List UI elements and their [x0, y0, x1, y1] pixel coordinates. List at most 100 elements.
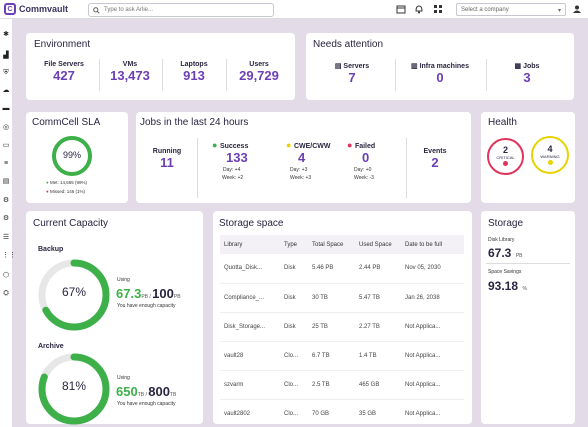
bell-icon[interactable] — [414, 4, 424, 14]
disk-library-stat[interactable]: 67.3 PB — [488, 244, 522, 262]
cell-library[interactable]: Quotta_Disk... — [220, 254, 280, 284]
sidebar-monitor-icon[interactable]: ◎ — [2, 124, 10, 131]
divider — [226, 59, 227, 91]
week-change: Week: -3 — [354, 175, 374, 181]
storage-card: Storage Disk Library 67.3 PB Space Savin… — [481, 211, 575, 424]
cell-library[interactable]: vault2802 — [220, 399, 280, 427]
vms-stat[interactable]: VMs 13,473 — [101, 61, 159, 83]
servers-attention-stat[interactable]: ▤ Servers 7 — [316, 62, 388, 85]
jobs-card: Jobs in the last 24 hours Running 11 ● S… — [136, 112, 471, 203]
success-dot-icon: ● — [212, 140, 220, 150]
table-row[interactable]: vault28 Clo... 6.7 TB 1.4 TB Not Applica... — [220, 341, 464, 371]
failed-stat[interactable]: ● Failed 0 Day: +0 Week: -3 — [347, 140, 403, 181]
stat-label: Running — [152, 148, 182, 155]
file-servers-stat[interactable]: File Servers 427 — [32, 61, 96, 83]
col-header[interactable]: Library — [220, 235, 280, 254]
sidebar-servers-icon[interactable]: ≡ — [3, 160, 9, 167]
day-change: Day: +4 — [223, 167, 241, 173]
stat-label: Users — [249, 61, 269, 68]
sidebar-reports-icon[interactable]: ▟ — [3, 52, 9, 59]
card-title: Environment — [34, 39, 91, 50]
events-stat[interactable]: Events 2 — [413, 148, 457, 170]
company-select[interactable]: Select a company ▾ — [456, 3, 566, 16]
cell-used: 465 GB — [355, 370, 401, 400]
stat-value: 7 — [348, 70, 356, 85]
cell-library[interactable]: szvarm — [220, 370, 280, 400]
sidebar-security-icon[interactable]: ⛭ — [3, 290, 9, 297]
sidebar-apps-icon[interactable]: ⋮⋮ — [2, 252, 16, 259]
users-stat[interactable]: Users 29,729 — [230, 61, 288, 83]
divider — [162, 59, 163, 91]
user-menu-icon[interactable] — [572, 4, 582, 14]
day-change: Day: +3 — [290, 167, 308, 173]
critical-badge[interactable]: 2 CRITICAL — [487, 138, 524, 175]
backup-used-unit: PB — [141, 294, 148, 300]
stat-value: 3 — [523, 70, 531, 85]
col-header[interactable]: Total Space — [308, 235, 355, 254]
logo[interactable]: C Commvault — [4, 3, 68, 15]
backup-label: Backup — [38, 246, 64, 253]
cell-date: Not Applica... — [401, 341, 464, 371]
cwe-stat[interactable]: ● CWE/CWW 4 Day: +3 Week: +3 — [286, 140, 346, 181]
running-stat[interactable]: Running 11 — [148, 148, 186, 170]
search-input[interactable]: Type to ask Arlie... — [88, 3, 274, 17]
cell-library[interactable]: Disk_Storage... — [220, 312, 280, 342]
grid-apps-icon[interactable] — [433, 4, 443, 14]
sidebar-cube-icon[interactable]: ⬡ — [2, 272, 10, 279]
backup-gauge[interactable] — [38, 259, 110, 331]
cell-library[interactable]: vault28 — [220, 341, 280, 371]
table-row[interactable]: szvarm Clo... 2.5 TB 465 GB Not Applica... — [220, 370, 464, 400]
sidebar-storage-icon[interactable]: ▤ — [2, 178, 10, 185]
cell-used: 2.27 TB — [355, 312, 401, 342]
sidebar-activity-icon[interactable]: ▭ — [2, 142, 10, 149]
sidebar-gear-icon[interactable]: ⚙ — [2, 197, 10, 204]
cell-total: 30 TB — [308, 283, 355, 313]
table-row[interactable]: Quotta_Disk... Disk 5.46 PB 2.44 PB Nov 05, … — [220, 254, 464, 284]
archive-percent: 81% — [61, 379, 87, 393]
archive-total-unit: TB — [169, 392, 177, 398]
stat-label: CWE/CWW — [293, 143, 331, 150]
failed-dot-icon: ● — [347, 140, 355, 150]
company-placeholder: Select a company — [461, 7, 509, 13]
sidebar-config-icon[interactable]: ⚙ — [2, 215, 10, 222]
sidebar: ✱ ▟ ⛨ ☁ ▬ ◎ ▭ ≡ ▤ ⚙ ⚙ ☰ ⋮⋮ ⬡ ⛭ — [0, 19, 16, 427]
archive-gauge[interactable] — [38, 353, 110, 425]
calendar-icon[interactable] — [396, 4, 406, 14]
laptops-stat[interactable]: Laptops 913 — [165, 61, 223, 83]
sidebar-briefcase-icon[interactable]: ▬ — [2, 105, 10, 112]
backup-total-unit: PB — [173, 294, 181, 300]
card-title: Storage — [488, 218, 524, 229]
divider — [99, 59, 100, 91]
success-stat[interactable]: ● Success 133 Day: +4 Week: +2 — [212, 140, 272, 181]
infra-machines-stat[interactable]: ▥ Infra machines 0 — [398, 62, 482, 85]
sidebar-list-icon[interactable]: ☰ — [2, 234, 10, 241]
sidebar-backup-icon[interactable]: ☁ — [2, 87, 10, 94]
table-row[interactable]: Compliance_... Disk 30 TB 5.47 TB Jan 26, 20… — [220, 283, 464, 313]
space-savings-stat[interactable]: 93.18 % — [488, 277, 527, 295]
space-savings-value: 93.18 — [488, 279, 519, 293]
cell-type: Clo... — [280, 399, 308, 427]
col-header[interactable]: Used Space — [355, 235, 401, 254]
cell-total: 25 TB — [308, 312, 355, 342]
day-change: Day: +0 — [354, 167, 372, 173]
backup-note: You have enough capacity — [117, 303, 176, 309]
disk-library-value: 67.3 — [488, 246, 512, 260]
sidebar-shield-icon[interactable]: ⛨ — [3, 69, 9, 76]
table-row[interactable]: vault2802 Clo... 70 GB 35 GB Not Applica... — [220, 399, 464, 427]
cell-total: 2.5 TB — [308, 370, 355, 400]
col-header[interactable]: Type — [280, 235, 308, 254]
divider — [406, 138, 407, 198]
col-header[interactable]: Date to be full — [401, 235, 464, 254]
stat-value: 427 — [53, 68, 75, 83]
divider — [197, 138, 198, 198]
sla-gauge[interactable] — [50, 134, 94, 178]
cell-library[interactable]: Compliance_... — [220, 283, 280, 313]
sla-missed-text: Missed: 146 (1%) — [49, 189, 85, 194]
warning-badge[interactable]: 4 WARNING — [531, 136, 569, 174]
stat-label: Servers — [343, 63, 370, 70]
jobs-attention-stat[interactable]: ▦ Jobs 3 — [492, 62, 562, 85]
stat-value: 4 — [298, 150, 306, 165]
stat-value: 0 — [436, 70, 444, 85]
table-row[interactable]: Disk_Storage... Disk 25 TB 2.27 TB Not Appli… — [220, 312, 464, 342]
sidebar-strategy-icon[interactable]: ✱ — [3, 31, 9, 38]
